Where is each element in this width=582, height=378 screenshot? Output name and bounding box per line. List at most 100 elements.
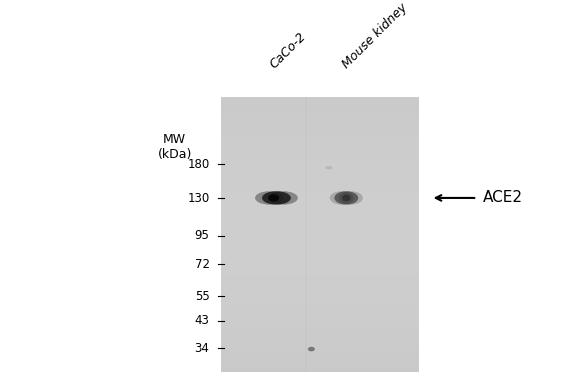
Bar [221, 347, 419, 351]
Text: CaCo-2: CaCo-2 [267, 30, 308, 71]
Bar [221, 155, 419, 159]
Bar [221, 203, 419, 207]
Bar [221, 172, 419, 176]
Bar [221, 189, 419, 193]
Bar [221, 145, 419, 148]
Bar [221, 234, 419, 238]
Bar [221, 141, 419, 145]
Ellipse shape [325, 166, 332, 169]
Bar [221, 293, 419, 296]
Bar [221, 214, 419, 217]
Bar [221, 97, 419, 100]
Bar [221, 286, 419, 289]
Ellipse shape [268, 194, 279, 201]
Text: MW
(kDa): MW (kDa) [157, 133, 192, 161]
Bar [221, 224, 419, 227]
Text: 130: 130 [187, 192, 210, 205]
Bar [221, 296, 419, 299]
Bar [221, 368, 419, 372]
Bar [221, 186, 419, 189]
Bar [221, 138, 419, 141]
Bar [221, 317, 419, 320]
Bar [221, 231, 419, 234]
Bar [221, 299, 419, 303]
Bar [221, 169, 419, 172]
Bar [221, 241, 419, 245]
Bar [221, 227, 419, 231]
Bar [221, 152, 419, 155]
Bar [221, 327, 419, 330]
Ellipse shape [342, 195, 350, 201]
Text: Mouse kidney: Mouse kidney [340, 1, 410, 71]
Bar [221, 200, 419, 203]
Bar [221, 107, 419, 110]
Bar [221, 334, 419, 337]
Bar [221, 104, 419, 107]
Bar [221, 344, 419, 347]
Text: 43: 43 [194, 314, 210, 327]
Ellipse shape [269, 191, 298, 204]
Bar [221, 217, 419, 220]
Bar [221, 289, 419, 293]
Bar [221, 303, 419, 306]
Ellipse shape [255, 191, 284, 204]
Bar [221, 320, 419, 324]
Bar [221, 148, 419, 152]
Bar [221, 282, 419, 286]
Bar [221, 330, 419, 334]
Bar [221, 207, 419, 210]
Bar [221, 176, 419, 179]
Bar [221, 162, 419, 166]
Bar [221, 272, 419, 276]
Bar [221, 210, 419, 214]
Text: 72: 72 [194, 258, 210, 271]
Bar [221, 197, 419, 200]
Text: ACE2: ACE2 [483, 191, 523, 205]
Bar [221, 313, 419, 317]
Bar [221, 159, 419, 162]
Bar [221, 131, 419, 135]
Bar [221, 245, 419, 248]
Bar [221, 135, 419, 138]
Bar [221, 248, 419, 251]
Bar [221, 262, 419, 265]
Bar [221, 341, 419, 344]
Bar [221, 220, 419, 224]
Bar [221, 337, 419, 341]
Bar [221, 310, 419, 313]
Bar [221, 183, 419, 186]
Bar [221, 238, 419, 241]
Bar [221, 279, 419, 282]
Bar [221, 265, 419, 268]
Bar [221, 166, 419, 169]
Ellipse shape [339, 191, 363, 204]
Bar [221, 324, 419, 327]
Bar [221, 114, 419, 118]
Bar [221, 110, 419, 114]
Text: 55: 55 [195, 290, 210, 302]
Text: 95: 95 [194, 229, 210, 242]
Bar [221, 358, 419, 361]
Bar [221, 193, 419, 197]
Bar [221, 365, 419, 368]
Ellipse shape [335, 191, 358, 204]
Bar [221, 100, 419, 104]
Bar [221, 355, 419, 358]
Text: 180: 180 [187, 158, 210, 170]
Ellipse shape [308, 347, 315, 352]
Bar [221, 251, 419, 255]
Bar [221, 268, 419, 272]
Bar [221, 361, 419, 365]
Bar [221, 124, 419, 128]
Text: 34: 34 [194, 342, 210, 355]
Bar [221, 118, 419, 121]
Bar [221, 306, 419, 310]
Ellipse shape [262, 191, 291, 204]
Bar [221, 351, 419, 355]
Bar [221, 128, 419, 131]
Bar [221, 276, 419, 279]
Bar [221, 255, 419, 258]
Bar [221, 258, 419, 262]
Ellipse shape [330, 191, 353, 204]
Bar [221, 121, 419, 124]
